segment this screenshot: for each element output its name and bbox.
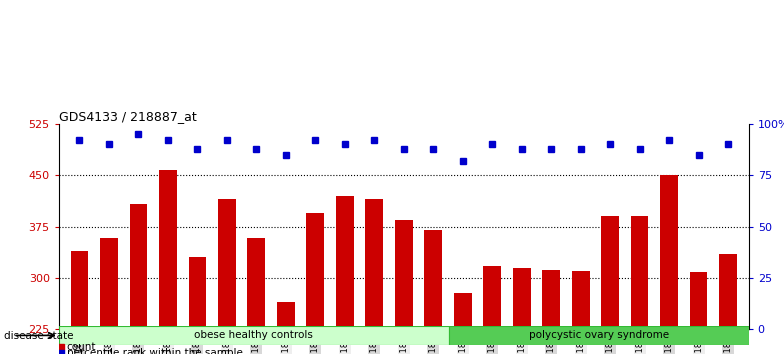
Bar [248,238,265,329]
Bar [601,216,619,329]
Bar [218,199,236,329]
Bar [448,326,749,345]
Text: polycystic ovary syndrome: polycystic ovary syndrome [528,330,669,341]
Bar [159,170,176,329]
Bar [690,273,707,329]
Bar [307,213,324,329]
Text: disease state: disease state [4,331,74,341]
Text: obese healthy controls: obese healthy controls [194,330,314,341]
Bar [100,238,118,329]
Bar [513,268,531,329]
Bar [188,257,206,329]
Bar [631,216,648,329]
Bar [336,196,354,329]
Text: percentile rank within the sample: percentile rank within the sample [67,348,242,354]
Bar [395,220,412,329]
Bar [454,293,471,329]
Bar [424,230,442,329]
Bar [572,271,590,329]
Bar [484,266,501,329]
Bar [129,204,147,329]
Bar [365,199,383,329]
Text: GDS4133 / 218887_at: GDS4133 / 218887_at [59,110,197,123]
Bar [71,251,89,329]
Bar [59,326,448,345]
Bar [719,254,737,329]
Bar [277,302,295,329]
Bar [660,175,678,329]
Text: count: count [67,342,96,352]
Bar [543,270,560,329]
